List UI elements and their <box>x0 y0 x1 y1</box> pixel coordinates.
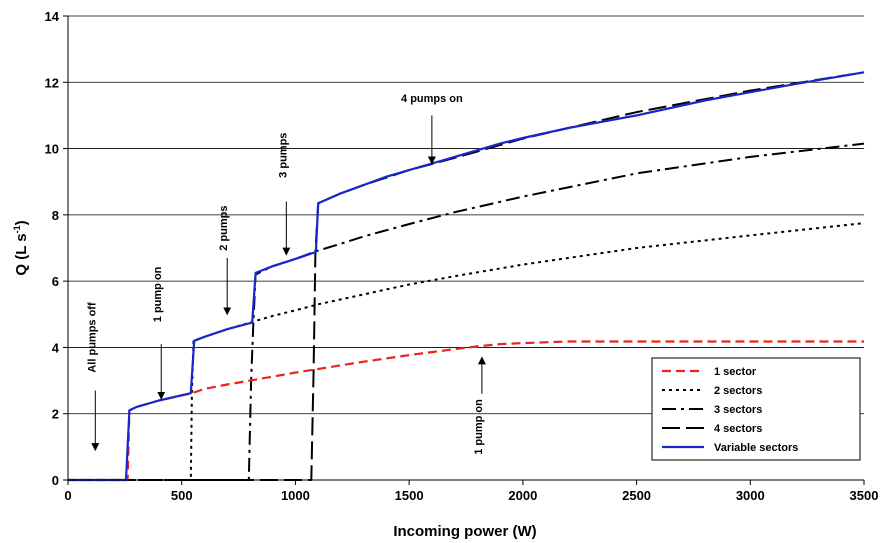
legend-box <box>651 357 861 461</box>
x-tick-label: 2500 <box>622 488 651 503</box>
x-tick-label: 1000 <box>281 488 310 503</box>
x-tick-label: 3500 <box>850 488 879 503</box>
x-axis-title: Incoming power (W) <box>393 523 536 540</box>
y-tick-label: 2 <box>52 407 59 422</box>
y-axis-title-main: Q (L s <box>13 233 30 275</box>
legend-label-2-sectors: 2 sectors <box>714 385 762 397</box>
y-tick-label: 0 <box>52 473 59 488</box>
annotation-label: 3 pumps <box>277 133 289 178</box>
y-tick-label: 14 <box>45 9 60 24</box>
y-axis-title-sup: -1 <box>12 225 22 233</box>
legend-label-3-sectors: 3 sectors <box>714 404 762 416</box>
x-tick-label: 500 <box>171 488 193 503</box>
y-tick-label: 10 <box>45 142 59 157</box>
y-tick-label: 8 <box>52 208 59 223</box>
y-tick-label: 4 <box>52 340 60 355</box>
annotation-label: 1 pump on <box>152 266 164 322</box>
grid-lines <box>68 15 864 415</box>
annotation-label: All pumps off <box>86 302 98 373</box>
series-line-3-sectors <box>68 142 865 481</box>
legend-label-4-sectors: 4 sectors <box>714 423 762 435</box>
x-tick-label: 3000 <box>736 488 765 503</box>
y-tick-label: 6 <box>52 274 59 289</box>
series-group <box>68 71 865 482</box>
annotation-label: 4 pumps on <box>401 93 463 105</box>
legend-label-variable-sectors: Variable sectors <box>714 442 798 454</box>
legend-label-1-sector: 1 sector <box>714 366 757 378</box>
x-tick-label: 2000 <box>508 488 537 503</box>
y-axis-title-close: ) <box>13 220 30 225</box>
x-tick-label: 1500 <box>395 488 424 503</box>
axes: 0 2 4 6 8 10 12 14 0 500 1000 1500 2000 2500 3000 3500 <box>45 9 879 503</box>
annotation-label: 1 pump on <box>473 399 485 455</box>
series-line-variable-sectors <box>68 71 865 482</box>
legend: 1 sector 2 sectors 3 sectors 4 sectors Varia… <box>651 357 861 461</box>
annotation-label: 2 pumps <box>218 205 230 250</box>
x-tick-label: 0 <box>64 488 71 503</box>
annotations: All pumps off 1 pump on 2 pumps 3 pumps 4 pu… <box>86 93 486 455</box>
y-axis-title: Q (L s-1) <box>12 220 30 275</box>
y-tick-label: 12 <box>45 75 59 90</box>
